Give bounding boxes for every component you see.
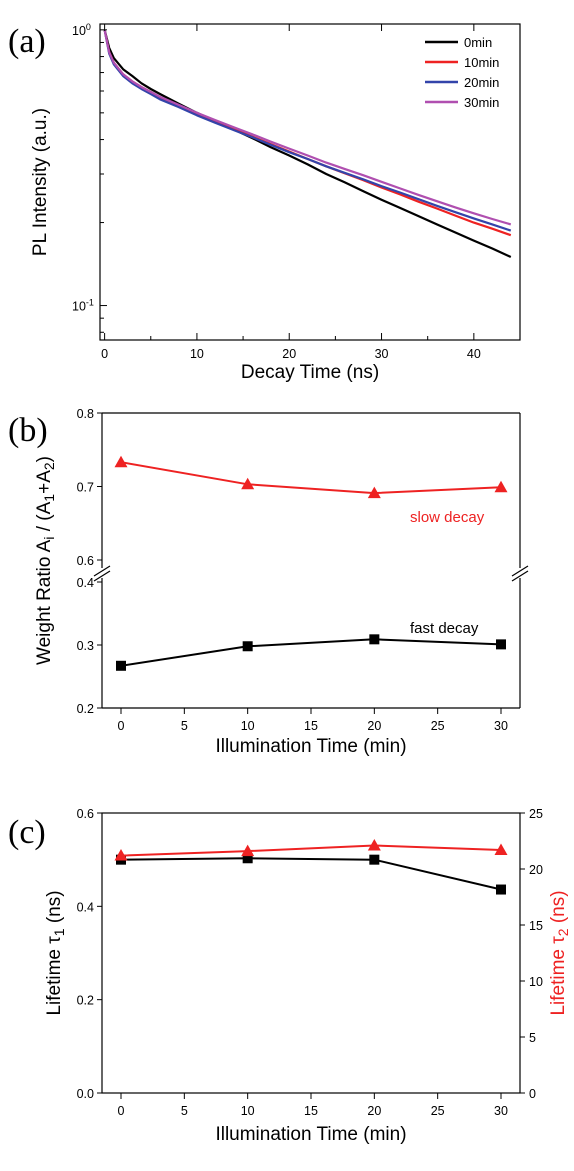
x-tick-label-c: 30 bbox=[494, 1104, 508, 1118]
data-point-fast-decay bbox=[116, 661, 126, 671]
annotation-slow-decay: slow decay bbox=[410, 509, 485, 526]
label-part: (ns) bbox=[548, 890, 569, 928]
x-tick-label-b: 10 bbox=[241, 719, 255, 733]
y-left-axis-title-c: Lifetime τ1 (ns) bbox=[44, 890, 67, 1015]
x-tick-label-b: 20 bbox=[367, 719, 381, 733]
decay-curve-20min bbox=[105, 30, 511, 231]
y-tick-label-b: 0.7 bbox=[77, 481, 94, 495]
x-axis-title-c: Illumination Time (min) bbox=[215, 1124, 406, 1145]
series-line-right bbox=[121, 846, 501, 856]
panel-label-b: (b) bbox=[8, 412, 48, 449]
y-right-tick-label-c: 0 bbox=[529, 1087, 536, 1101]
y-tick-label-b: 0.6 bbox=[77, 554, 94, 568]
legend-label-20min: 20min bbox=[464, 75, 499, 90]
label-part: ) bbox=[34, 456, 55, 462]
panel-label-c: (c) bbox=[8, 814, 46, 851]
subscript: 1 bbox=[41, 494, 57, 502]
data-point-tau1 bbox=[496, 885, 506, 895]
x-tick-label-c: 15 bbox=[304, 1104, 318, 1118]
y-left-tick-label-c: 0.2 bbox=[77, 994, 94, 1008]
x-axis-title-a: Decay Time (ns) bbox=[241, 362, 379, 383]
y-right-tick-label-c: 25 bbox=[529, 807, 543, 821]
legend-label-10min: 10min bbox=[464, 55, 499, 70]
data-point-fast-decay bbox=[496, 639, 506, 649]
x-tick-label-b: 0 bbox=[118, 719, 125, 733]
label-part: +A bbox=[34, 470, 55, 494]
label-part: Lifetime τ bbox=[548, 936, 569, 1016]
data-point-slow-decay bbox=[115, 456, 128, 468]
legend-label-0min: 0min bbox=[464, 35, 492, 50]
decay-curve-0min bbox=[105, 30, 511, 257]
y-left-tick-label-c: 0.6 bbox=[77, 807, 94, 821]
x-tick-label-c: 20 bbox=[367, 1104, 381, 1118]
x-tick-label-a: 10 bbox=[190, 347, 204, 361]
subscript: 2 bbox=[555, 928, 571, 936]
label-part: Weight Ratio A bbox=[34, 539, 55, 665]
x-tick-label-a: 30 bbox=[375, 347, 389, 361]
x-tick-label-a: 0 bbox=[101, 347, 108, 361]
y-tick-label-b: 0.4 bbox=[77, 576, 94, 590]
y-left-tick-label-c: 0.0 bbox=[77, 1087, 94, 1101]
series-line-triangle bbox=[121, 462, 501, 493]
subscript: 2 bbox=[41, 462, 57, 470]
series-line-left bbox=[121, 858, 501, 889]
x-tick-label-b: 30 bbox=[494, 719, 508, 733]
tick-base: 10 bbox=[72, 24, 86, 38]
annotation-fast-decay: fast decay bbox=[410, 620, 479, 637]
x-tick-label-c: 10 bbox=[241, 1104, 255, 1118]
x-tick-label-b: 25 bbox=[431, 719, 445, 733]
x-tick-label-b: 5 bbox=[181, 719, 188, 733]
x-tick-label-c: 25 bbox=[431, 1104, 445, 1118]
label-part: (ns) bbox=[44, 890, 65, 928]
y-tick-label-b: 0.8 bbox=[77, 407, 94, 421]
y-right-tick-label-c: 5 bbox=[529, 1031, 536, 1045]
data-point-tau1 bbox=[369, 855, 379, 865]
data-point-fast-decay bbox=[243, 641, 253, 651]
y-tick-label-b: 0.3 bbox=[77, 639, 94, 653]
tick-exponent: -1 bbox=[86, 298, 94, 308]
x-tick-label-a: 20 bbox=[282, 347, 296, 361]
y-right-tick-label-c: 20 bbox=[529, 863, 543, 877]
label-part: Lifetime τ bbox=[44, 936, 65, 1016]
y-tick-label-a: 100 bbox=[72, 22, 91, 38]
y-tick-label-b: 0.2 bbox=[77, 702, 94, 716]
subscript: 1 bbox=[51, 928, 67, 936]
y-right-tick-label-c: 10 bbox=[529, 975, 543, 989]
y-axis-title-b: Weight Ratio Ai / (A1+A2) bbox=[34, 456, 57, 665]
series-line-square bbox=[121, 639, 501, 666]
data-point-fast-decay bbox=[369, 634, 379, 644]
legend-label-30min: 30min bbox=[464, 95, 499, 110]
y-right-tick-label-c: 15 bbox=[529, 919, 543, 933]
y-right-axis-title-c: Lifetime τ2 (ns) bbox=[548, 890, 571, 1015]
label-part: / (A bbox=[34, 501, 55, 536]
y-left-tick-label-c: 0.4 bbox=[77, 900, 94, 914]
x-tick-label-b: 15 bbox=[304, 719, 318, 733]
x-tick-label-a: 40 bbox=[467, 347, 481, 361]
tick-exponent: 0 bbox=[86, 22, 91, 32]
x-axis-title-b: Illumination Time (min) bbox=[215, 736, 406, 757]
panel-label-a: (a) bbox=[8, 23, 46, 60]
y-tick-label-a: 10-1 bbox=[72, 298, 94, 314]
y-axis-title-a: PL Intensity (a.u.) bbox=[30, 108, 51, 256]
x-tick-label-c: 0 bbox=[118, 1104, 125, 1118]
x-tick-label-c: 5 bbox=[181, 1104, 188, 1118]
decay-curve-30min bbox=[105, 30, 511, 225]
tick-base: 10 bbox=[72, 300, 86, 314]
plot-frame-a bbox=[100, 24, 520, 340]
